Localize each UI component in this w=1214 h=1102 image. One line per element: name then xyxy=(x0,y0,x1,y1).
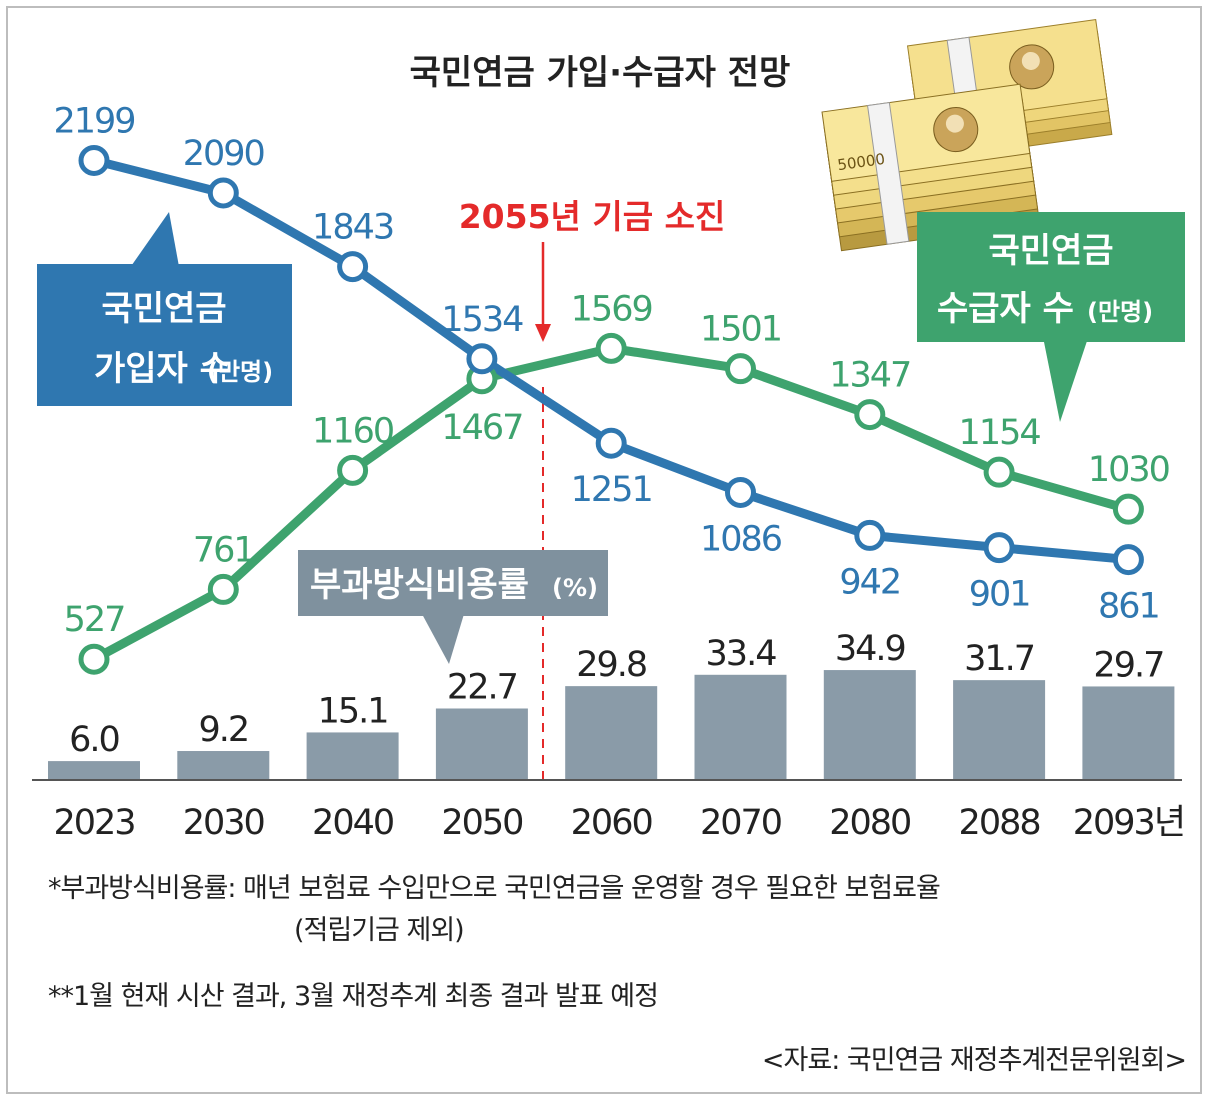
subscribers-label-2050: 1534 xyxy=(441,300,523,340)
x-tick-2093: 2093년 xyxy=(1073,803,1184,843)
recipients-point-2093 xyxy=(1112,493,1144,525)
footnote-2: **1월 현재 시산 결과, 3월 재정추계 최종 결과 발표 예정 xyxy=(48,981,659,1012)
bar-value-2023: 6.0 xyxy=(69,720,119,760)
bar-label-box: 부과방식비용률 (%) xyxy=(298,550,608,664)
bar-2093 xyxy=(1082,686,1175,780)
bar-2088 xyxy=(953,680,1046,780)
recipients-point-2040 xyxy=(337,454,369,486)
fund-depletion-arrowhead xyxy=(535,324,551,342)
bar-2070 xyxy=(694,674,787,780)
bar-2040 xyxy=(306,732,399,780)
subscribers-point-2070 xyxy=(725,476,756,508)
subscribers-label-2023: 2199 xyxy=(53,101,134,141)
bar-2060 xyxy=(565,686,658,780)
recipients-label-2050: 1467 xyxy=(441,408,522,448)
subscribers-point-2080 xyxy=(854,519,886,551)
bar-2080 xyxy=(823,670,916,780)
bar-value-2040: 15.1 xyxy=(318,691,388,731)
bar-value-2030: 9.2 xyxy=(198,710,248,750)
bar-label-text: 부과방식비용률 xyxy=(310,565,529,605)
subscriber-label-line1: 국민연금 xyxy=(101,289,226,329)
line-series: 2199 2090 1843 1534 1251 1086 942 901 861 527 761 1… xyxy=(53,101,1171,675)
chart-title: 국민연금 가입·수급자 전망 xyxy=(410,53,791,93)
footnote-1b: (적립기금 제외) xyxy=(294,915,465,946)
recipients-point-2030 xyxy=(207,573,239,605)
footnote-1: *부과방식비용률: 매년 보험료 수입만으로 국민연금을 운영할 경우 필요한 … xyxy=(48,873,941,904)
recipients-point-2060 xyxy=(595,332,627,364)
subscribers-point-2060 xyxy=(595,427,627,459)
x-tick-2080: 2080 xyxy=(829,803,910,843)
bar-value-2080: 34.9 xyxy=(835,629,905,669)
subscriber-label-line2: 가입자 수 xyxy=(94,349,231,389)
subscriber-label-unit: (만명) xyxy=(207,358,273,386)
x-tick-2088: 2088 xyxy=(959,803,1040,843)
recipient-label-unit: (만명) xyxy=(1087,298,1153,326)
chart-svg: 국민연금 가입·수급자 전망 50000 50000 2055년 기금 소진 xyxy=(32,18,1186,843)
bar-value-2050: 22.7 xyxy=(447,667,517,707)
subscribers-point-2030 xyxy=(207,177,239,209)
subscriber-label-box: 국민연금 가입자 수 (만명) xyxy=(37,212,292,406)
recipients-label-2060: 1569 xyxy=(571,289,652,329)
subscribers-point-2088 xyxy=(983,532,1015,564)
x-axis-labels: 2023 2030 2040 2050 2060 2070 2080 2088 2093년 xyxy=(53,803,1186,843)
subscribers-label-2040: 1843 xyxy=(312,208,393,248)
subscribers-point-2050 xyxy=(466,343,498,375)
x-tick-2023: 2023 xyxy=(53,803,134,843)
subscribers-label-2093: 861 xyxy=(1098,587,1159,627)
x-tick-2060: 2060 xyxy=(571,803,652,843)
recipients-label-2023: 527 xyxy=(64,600,125,640)
subscribers-point-2093 xyxy=(1112,544,1144,576)
x-tick-2040: 2040 xyxy=(312,803,393,843)
recipients-label-2070: 1501 xyxy=(700,310,781,350)
recipients-label-2030: 761 xyxy=(193,530,254,570)
recipients-point-2070 xyxy=(725,353,756,385)
recipients-label-2040: 1160 xyxy=(312,411,393,451)
recipients-point-2088 xyxy=(983,456,1015,488)
bar-series: 6.0 9.2 15.1 22.7 29.8 33.4 34.9 31.7 29.7 xyxy=(48,629,1175,780)
subscribers-label-2070: 1086 xyxy=(700,519,782,559)
x-tick-2070: 2070 xyxy=(700,803,781,843)
bar-2023 xyxy=(48,761,140,780)
recipients-label-2088: 1154 xyxy=(959,413,1041,453)
source-note: <자료: 국민연금 재정추계전문위원회> xyxy=(761,1045,1187,1076)
recipients-point-2080 xyxy=(854,399,886,431)
recipients-label-2093: 1030 xyxy=(1088,450,1169,490)
recipient-label-box: 국민연금 수급자 수 (만명) xyxy=(917,212,1185,422)
subscribers-point-2023 xyxy=(78,144,110,176)
banknote-stack-icon: 50000 50000 xyxy=(821,18,1113,252)
bar-value-2070: 33.4 xyxy=(706,634,777,674)
fund-depletion-label: 2055년 기금 소진 xyxy=(459,197,726,236)
bar-value-2060: 29.8 xyxy=(576,645,646,685)
bar-2030 xyxy=(177,751,270,780)
bar-label-unit: (%) xyxy=(552,574,598,602)
bar-2050 xyxy=(435,708,528,780)
x-tick-2050: 2050 xyxy=(441,803,522,843)
bar-value-2093: 29.7 xyxy=(1093,645,1163,685)
recipients-point-2023 xyxy=(78,643,110,675)
subscribers-label-2060: 1251 xyxy=(571,470,652,510)
subscribers-label-2080: 942 xyxy=(839,562,900,602)
recipient-label-line1: 국민연금 xyxy=(988,231,1113,271)
chart-frame: 국민연금 가입·수급자 전망 50000 50000 2055년 기금 소진 xyxy=(6,6,1202,1094)
x-tick-2030: 2030 xyxy=(183,803,264,843)
subscribers-point-2040 xyxy=(337,251,369,283)
subscribers-label-2030: 2090 xyxy=(183,134,264,174)
bar-value-2088: 31.7 xyxy=(964,639,1034,679)
recipients-label-2080: 1347 xyxy=(829,356,910,396)
recipient-label-line2: 수급자 수 xyxy=(937,289,1074,329)
subscribers-label-2088: 901 xyxy=(969,575,1030,615)
